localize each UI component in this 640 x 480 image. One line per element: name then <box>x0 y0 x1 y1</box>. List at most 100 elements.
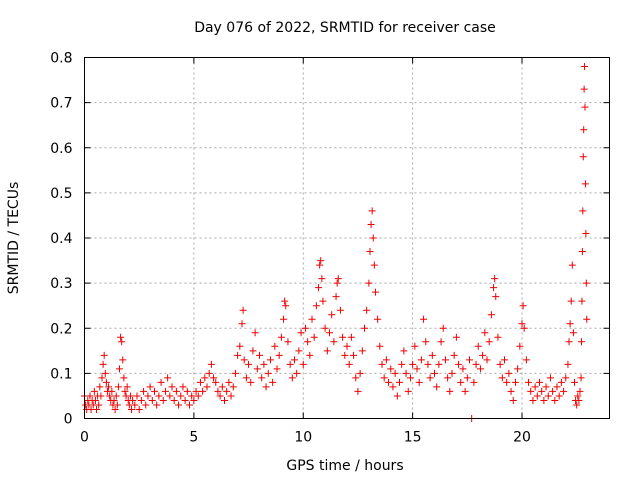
data-point <box>225 378 233 386</box>
data-point <box>301 324 309 332</box>
data-point <box>188 392 196 400</box>
data-point <box>86 392 94 400</box>
data-point <box>479 351 487 359</box>
data-point <box>271 342 279 350</box>
y-tick-label: 0.1 <box>50 366 72 382</box>
data-point <box>214 387 222 395</box>
data-point <box>343 342 351 350</box>
data-point <box>581 180 589 188</box>
data-point <box>116 365 123 373</box>
data-point <box>520 324 528 332</box>
data-point <box>181 396 189 404</box>
data-point <box>420 315 428 323</box>
data-point <box>210 374 218 382</box>
data-point <box>332 293 340 301</box>
plot-frame <box>84 57 610 419</box>
data-point <box>581 63 589 71</box>
data-point <box>118 338 126 346</box>
data-point <box>323 347 331 355</box>
data-point <box>352 374 360 382</box>
data-point <box>236 342 244 350</box>
data-point <box>97 392 105 400</box>
data-point <box>304 338 312 346</box>
data-point <box>93 405 101 413</box>
data-point <box>347 333 355 341</box>
data-point <box>437 338 445 346</box>
data-point <box>370 261 378 269</box>
data-point <box>470 378 478 386</box>
data-point <box>144 392 152 400</box>
data-point <box>461 387 469 395</box>
data-point <box>525 378 533 386</box>
data-point <box>201 374 209 382</box>
data-point <box>229 383 237 391</box>
data-point <box>99 360 107 368</box>
data-point <box>494 333 502 341</box>
data-point <box>157 378 165 386</box>
data-point <box>345 360 353 368</box>
x-tick-label: 5 <box>189 430 198 446</box>
data-point <box>565 338 573 346</box>
data-point <box>247 378 255 386</box>
data-point <box>536 378 543 386</box>
grid-lines <box>84 57 610 419</box>
data-point <box>417 356 425 364</box>
data-point <box>411 342 419 350</box>
data-point <box>319 297 327 305</box>
y-tick-label: 0.7 <box>50 96 72 112</box>
x-tick-label: 15 <box>404 430 422 446</box>
data-point <box>472 360 480 368</box>
data-point <box>328 311 336 319</box>
data-point <box>114 383 122 391</box>
data-point <box>356 369 364 377</box>
data-point <box>258 374 266 382</box>
data-point <box>117 333 125 341</box>
data-point <box>374 315 382 323</box>
data-point <box>567 297 575 305</box>
data-point <box>194 392 202 400</box>
data-point <box>135 405 143 413</box>
data-point <box>273 365 281 373</box>
data-point <box>368 207 376 215</box>
data-point <box>503 378 511 386</box>
data-point <box>424 360 432 368</box>
data-point <box>249 347 257 355</box>
data-point <box>542 383 550 391</box>
data-point <box>333 279 341 287</box>
data-point <box>562 374 570 382</box>
data-point <box>277 333 285 341</box>
data-point <box>119 356 127 364</box>
data-point <box>431 369 438 377</box>
data-point <box>578 297 586 305</box>
data-point <box>297 329 305 337</box>
data-point <box>282 302 290 310</box>
data-point <box>291 356 298 364</box>
y-tick-label: 0.3 <box>50 276 72 292</box>
data-point <box>128 405 136 413</box>
data-point <box>400 347 408 355</box>
data-point <box>170 396 178 404</box>
data-point <box>106 392 114 400</box>
data-point <box>295 347 303 355</box>
data-point <box>481 329 489 337</box>
data-point <box>98 374 106 382</box>
data-point <box>450 351 458 359</box>
data-point <box>110 396 118 404</box>
data-point <box>366 248 374 256</box>
data-point <box>179 383 187 391</box>
data-point <box>474 342 482 350</box>
data-point <box>275 351 283 359</box>
data-point <box>312 302 320 310</box>
data-point <box>485 338 493 346</box>
data-point <box>385 378 393 386</box>
data-point <box>260 360 268 368</box>
tick-labels: 0 0.1 0.2 0.3 0.4 0.5 0.6 0.7 0.8 0 5 10 15 20 <box>50 51 531 446</box>
data-point <box>476 365 484 373</box>
data-point <box>223 387 231 395</box>
data-point <box>514 365 522 373</box>
data-point <box>518 320 526 328</box>
data-point <box>446 387 454 395</box>
y-tick-label: 0.4 <box>50 231 72 247</box>
data-point <box>490 284 498 292</box>
